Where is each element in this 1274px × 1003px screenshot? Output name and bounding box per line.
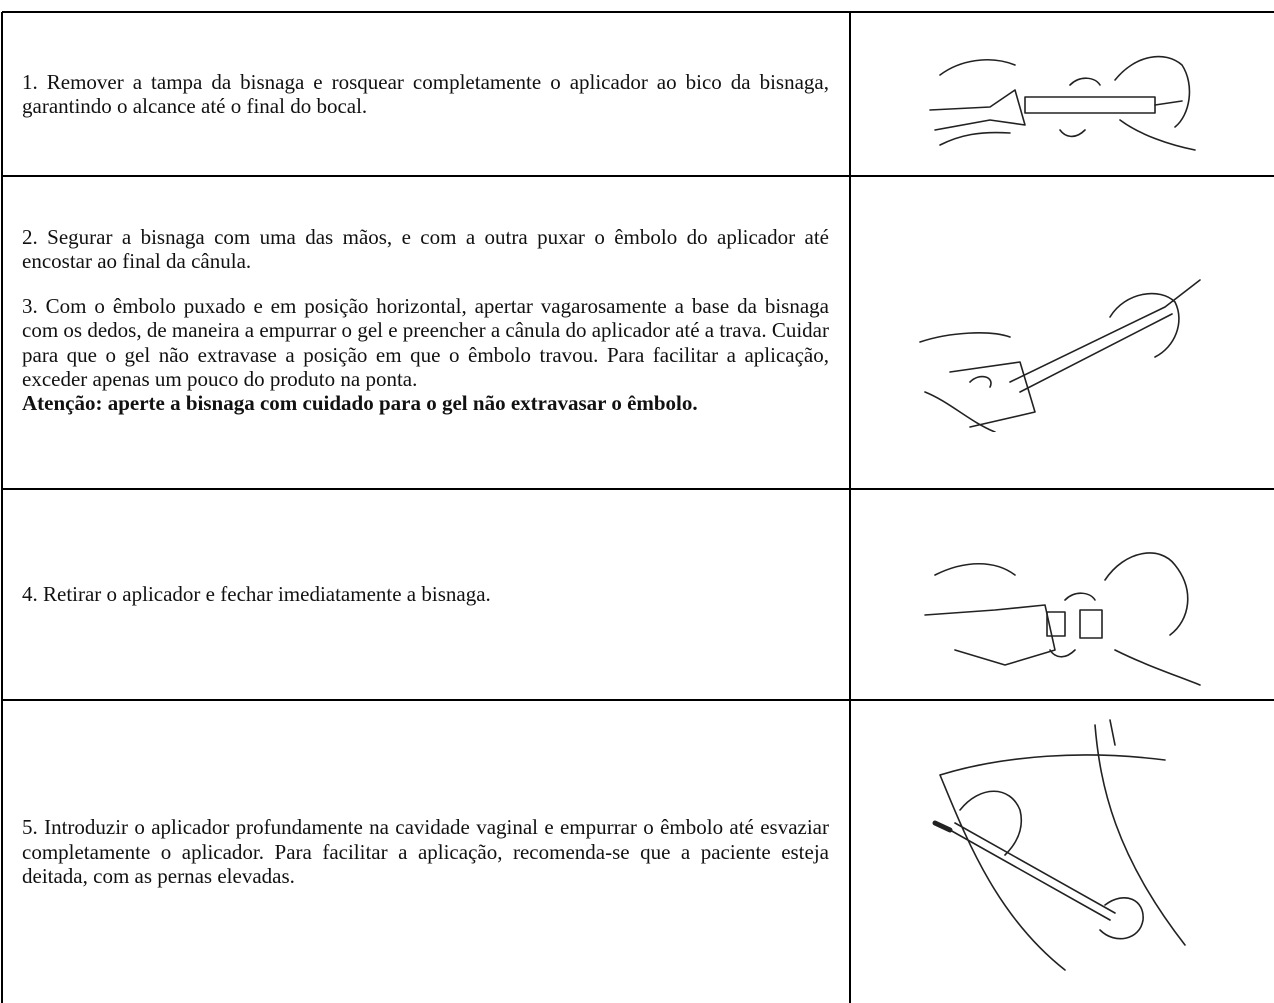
step-text: 5. Introduzir o aplicador profundamente … xyxy=(22,815,829,889)
illustration xyxy=(924,552,1201,686)
illustration xyxy=(932,719,1186,971)
step-text: 3. Com o êmbolo puxado e em posição hori… xyxy=(22,293,829,392)
border xyxy=(2,175,1274,177)
warning: Atenção: aperte a bisnaga com cuidado pa… xyxy=(22,391,698,416)
illustration xyxy=(929,55,1196,151)
step-cell: 1. Remover a tampa da bisnaga e rosquear… xyxy=(2,13,849,175)
border xyxy=(2,488,1274,490)
illustration xyxy=(919,279,1201,432)
step-text: 1. Remover a tampa da bisnaga e rosquear… xyxy=(22,69,829,118)
step-text: 2. Segurar a bisnaga com uma das mãos, e… xyxy=(22,225,829,274)
step-text: 4. Retirar o aplicador e fechar imediata… xyxy=(22,582,491,607)
step-cell: 5. Introduzir o aplicador profundamente … xyxy=(2,701,849,1003)
border xyxy=(2,699,1274,701)
border xyxy=(849,12,851,1003)
border xyxy=(1,12,3,1003)
border xyxy=(2,11,1274,13)
step-cell: 4. Retirar o aplicador e fechar imediata… xyxy=(2,490,849,699)
step-cell: 2. Segurar a bisnaga com uma das mãos, e… xyxy=(2,177,849,488)
